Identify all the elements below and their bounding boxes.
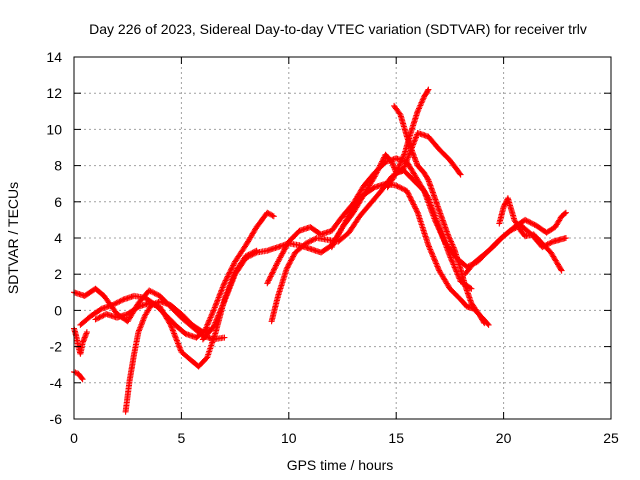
y-tick-label: 10 [46,121,62,137]
series-markers [461,209,569,278]
series-track-12 [384,86,432,191]
y-axis-label: SDTVAR / TECUs [5,182,21,294]
series-markers [496,195,565,274]
series-markers [264,155,475,292]
x-axis-label: GPS time / hours [287,457,394,473]
x-tick-label: 5 [178,430,186,446]
series-markers [384,86,432,191]
series-markers [122,298,213,415]
series-markers [391,102,488,327]
series-track-14 [496,195,565,274]
y-tick-label: 0 [54,302,62,318]
x-tick-label: 10 [281,430,297,446]
plot-series [71,86,569,415]
series-track-11 [391,102,488,327]
y-tick-label: 12 [46,85,62,101]
x-tick-label: 20 [496,430,512,446]
y-tick-label: 2 [54,266,62,282]
x-tick-label: 25 [603,430,619,446]
series-track-9 [264,155,475,292]
y-tick-label: 4 [54,230,62,246]
x-tick-label: 0 [70,430,78,446]
series-track-6 [122,298,213,415]
y-tick-label: -4 [50,375,63,391]
y-tick-label: -2 [50,339,63,355]
y-tick-label: -6 [50,411,63,427]
axis-frame [73,56,612,420]
y-tick-label: 14 [46,49,62,65]
y-tick-label: 8 [54,158,62,174]
series-track-13 [461,209,569,278]
tick-labels: 0 5 10 15 20 25 -6 -4 -2 0 2 4 6 8 10 12 14 [46,49,619,446]
x-tick-label: 15 [388,430,404,446]
chart-title: Day 226 of 2023, Sidereal Day-to-day VTE… [89,21,587,37]
y-tick-label: 6 [54,194,62,210]
